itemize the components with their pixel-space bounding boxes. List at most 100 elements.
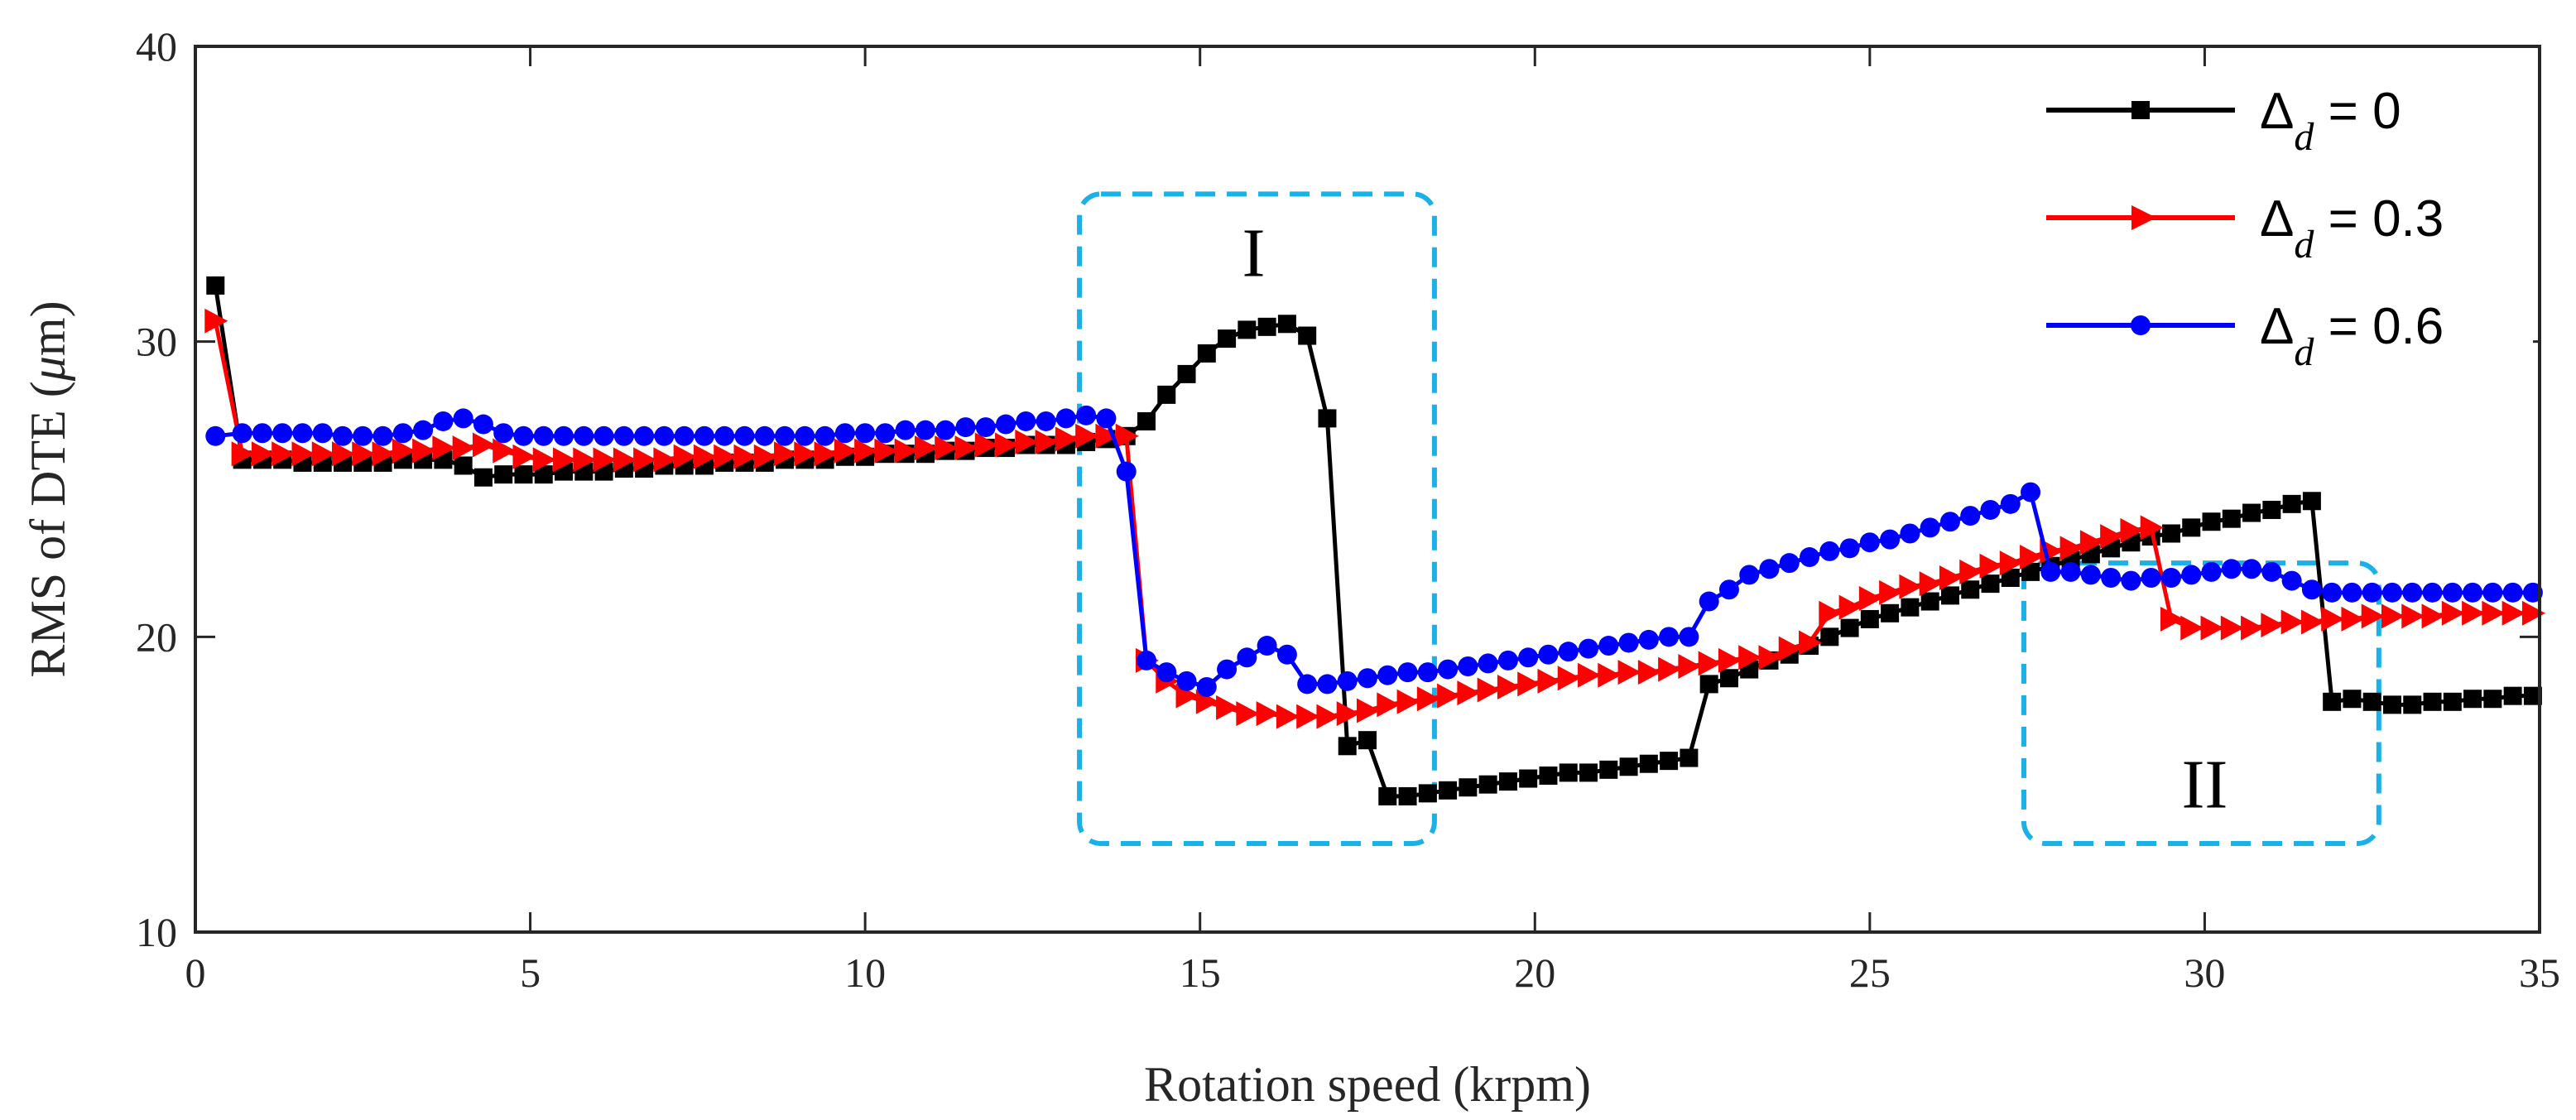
data-point-s0-13 (473, 468, 493, 487)
data-point-s0-100 (2222, 509, 2241, 528)
data-point-s2-1 (232, 423, 252, 444)
data-point-s0-106 (2343, 690, 2362, 709)
data-point-s1-18 (573, 447, 597, 473)
data-point-s2-56 (1337, 671, 1358, 691)
data-point-s2-45 (1116, 461, 1137, 482)
data-point-s1-68 (1578, 662, 1602, 688)
x-tick-label-7: 35 (2519, 949, 2560, 996)
data-point-s0-49 (1197, 344, 1216, 363)
data-point-s1-75 (1718, 647, 1742, 673)
data-point-s2-80 (1819, 541, 1840, 561)
y-axis-label-prefix: RMS of DTE ( (21, 381, 75, 677)
data-point-s0-113 (2483, 690, 2502, 709)
data-point-s1-57 (1357, 698, 1380, 723)
data-point-s0-62 (1459, 778, 1478, 797)
data-point-s1-115 (2521, 600, 2545, 626)
data-point-s2-55 (1317, 674, 1338, 695)
data-point-s2-85 (1920, 517, 1940, 538)
data-point-s2-113 (2482, 582, 2503, 603)
data-point-s2-39 (996, 414, 1016, 435)
y-axis-label-suffix: m) (21, 300, 75, 356)
legend-rest-series-1: = 0.3 (2314, 190, 2444, 248)
data-point-s0-71 (1639, 754, 1658, 773)
data-point-s2-40 (1016, 411, 1036, 431)
data-point-s2-36 (935, 420, 956, 440)
data-point-s2-15 (513, 425, 534, 446)
data-point-s2-84 (1900, 523, 1920, 544)
data-point-s0-99 (2202, 512, 2221, 531)
data-point-s1-80 (1819, 600, 1843, 626)
data-point-s0-115 (2523, 686, 2542, 705)
data-point-s0-98 (2182, 518, 2201, 537)
data-point-s1-19 (593, 447, 617, 473)
data-point-s0-58 (1378, 786, 1397, 805)
data-point-s1-107 (2361, 603, 2385, 629)
data-point-s1-6 (332, 441, 356, 467)
data-point-s1-98 (2180, 615, 2204, 641)
data-point-s2-11 (433, 411, 454, 431)
data-point-s1-108 (2381, 603, 2405, 629)
data-point-s1-92 (2059, 536, 2083, 561)
data-point-s1-96 (2140, 515, 2164, 541)
annotation-label-1: II (2181, 747, 2228, 824)
legend-bg (2028, 75, 2533, 381)
data-point-s1-15 (512, 444, 536, 469)
data-point-s0-111 (2443, 692, 2462, 711)
data-point-s1-23 (673, 444, 697, 469)
data-point-s1-109 (2401, 603, 2425, 629)
annotation-layer: III (1077, 191, 2381, 847)
data-point-s1-67 (1557, 666, 1581, 691)
data-point-s1-35 (914, 435, 938, 461)
data-point-s2-24 (694, 425, 714, 446)
data-point-s1-112 (2462, 600, 2486, 626)
data-point-s0-87 (1961, 580, 1980, 599)
data-point-s1-5 (311, 441, 335, 467)
data-point-s2-50 (1217, 659, 1238, 680)
data-point-s1-20 (613, 447, 637, 473)
data-point-s1-88 (1979, 553, 2003, 579)
data-point-s2-78 (1779, 553, 1800, 574)
annotation-label-0: I (1242, 215, 1265, 292)
data-point-s2-41 (1036, 411, 1056, 431)
data-point-s2-115 (2522, 582, 2543, 603)
data-point-s1-76 (1738, 645, 1762, 671)
data-point-s2-42 (1055, 408, 1076, 429)
data-point-s0-53 (1277, 315, 1296, 334)
data-point-s0-54 (1298, 326, 1317, 345)
x-axis-label: Rotation speed (krpm) (1144, 1057, 1591, 1112)
x-tick-label-1: 5 (520, 949, 541, 996)
data-point-s1-113 (2482, 600, 2506, 626)
data-point-s0-88 (1981, 574, 2000, 594)
data-point-s0-112 (2463, 690, 2482, 709)
data-point-s2-32 (855, 423, 876, 444)
data-point-s2-18 (574, 425, 594, 446)
data-point-s1-27 (753, 444, 777, 469)
data-point-s1-8 (372, 441, 396, 467)
data-point-s2-90 (2021, 482, 2041, 502)
data-point-s2-103 (2281, 570, 2302, 591)
data-point-s2-14 (493, 423, 514, 444)
data-point-s2-64 (1497, 650, 1518, 671)
data-point-s2-112 (2463, 582, 2483, 603)
data-point-s2-86 (1939, 512, 1960, 532)
data-point-s1-97 (2160, 606, 2184, 632)
data-point-s2-20 (613, 425, 634, 446)
legend-marker-series-0 (2131, 101, 2150, 119)
data-point-s2-72 (1659, 627, 1680, 647)
data-point-s1-42 (1055, 426, 1079, 452)
y-tick-label-2: 30 (136, 319, 177, 365)
data-point-s0-86 (1940, 586, 1959, 605)
plot-area-frame (194, 45, 2541, 934)
data-point-s2-70 (1618, 632, 1639, 653)
data-point-s2-92 (2060, 561, 2081, 582)
data-point-s2-44 (1096, 408, 1117, 429)
data-point-s1-85 (1919, 571, 1943, 597)
data-point-s2-83 (1880, 529, 1901, 550)
data-point-s1-21 (633, 447, 657, 473)
y-axis-label: RMS of DTE (μm) (21, 300, 75, 677)
data-point-s2-27 (754, 425, 775, 446)
data-point-s1-87 (1959, 559, 1983, 584)
data-point-s0-97 (2161, 524, 2180, 543)
data-point-s2-37 (955, 417, 976, 438)
data-point-s1-93 (2079, 530, 2103, 555)
